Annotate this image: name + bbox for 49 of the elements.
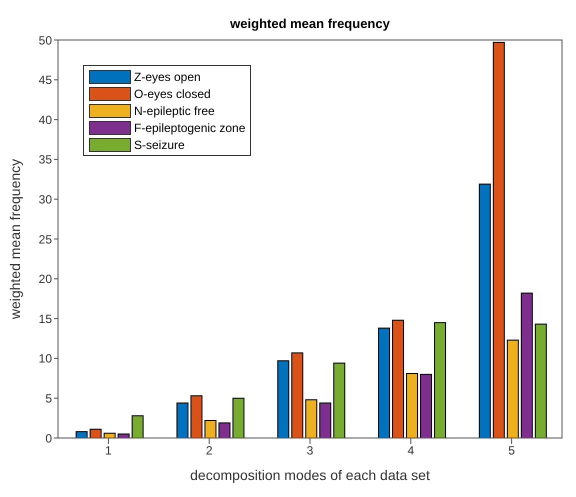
bar (76, 431, 88, 438)
y-tick-label: 5 (45, 391, 52, 406)
y-axis-title: weighted mean frequency (7, 158, 23, 320)
legend-label: N-epileptic free (134, 104, 215, 118)
y-tick-label: 15 (38, 312, 52, 326)
bar (406, 373, 418, 438)
bar (392, 320, 404, 438)
bar (319, 402, 332, 438)
bar (534, 324, 547, 438)
bar (218, 422, 230, 438)
y-tick-label: 25 (38, 232, 52, 246)
bar (104, 432, 116, 438)
legend-label: O-eyes closed (134, 86, 211, 100)
bar (291, 352, 304, 438)
y-tick-label: 20 (38, 272, 52, 286)
x-tick-label: 2 (206, 444, 213, 458)
x-tick-label: 4 (407, 444, 414, 458)
bar (176, 402, 188, 438)
y-tick-label: 0 (45, 431, 52, 446)
bar (132, 415, 144, 438)
bar (478, 184, 491, 438)
bar (378, 328, 390, 438)
y-tick-label: 30 (38, 192, 52, 206)
bar (434, 322, 446, 438)
bar (520, 292, 533, 438)
bar (277, 360, 290, 438)
bar (190, 395, 202, 438)
bar (506, 340, 519, 438)
y-tick-label: 45 (38, 73, 52, 88)
y-tick-label: 50 (38, 33, 52, 48)
legend-label: S-seizure (134, 138, 185, 152)
y-tick-label: 35 (38, 152, 52, 167)
x-tick-label: 1 (105, 444, 112, 458)
bar (204, 420, 216, 438)
legend-label: Z-eyes open (134, 70, 201, 84)
y-tick-label: 40 (38, 112, 52, 127)
bar (492, 42, 505, 438)
y-tick-label: 10 (38, 352, 52, 366)
bar (90, 428, 102, 438)
bar (305, 399, 318, 438)
chart-title: weighted mean frequency (229, 16, 391, 31)
bar (420, 374, 432, 438)
bar (333, 362, 346, 438)
x-tick-label: 3 (306, 444, 314, 458)
x-tick-label: 5 (508, 444, 516, 458)
legend-label: F-epileptogenic zone (134, 120, 246, 134)
bar (118, 434, 130, 438)
x-axis-title: decomposition modes of each data set (190, 467, 430, 483)
bar (232, 398, 244, 438)
